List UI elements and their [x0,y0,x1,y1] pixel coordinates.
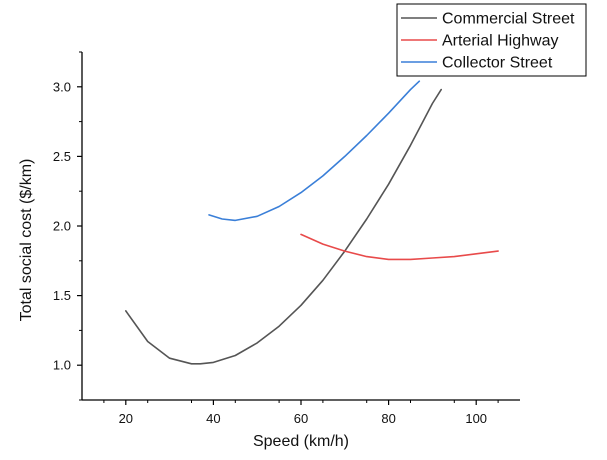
x-tick-label: 60 [294,411,308,426]
x-tick-label: 100 [465,411,487,426]
y-tick-label: 1.5 [53,288,71,303]
series-line-collector-street [208,80,421,222]
x-axis-title: Speed (km/h) [253,433,349,450]
series-layer [125,80,499,365]
legend-label-commercial-street: Commercial Street [442,11,575,28]
x-tick-label: 20 [119,411,133,426]
series-line-arterial-highway [300,233,499,261]
y-tick-label: 2.0 [53,219,71,234]
legend-label-collector-street: Collector Street [442,55,553,72]
x-tick-label: 80 [381,411,395,426]
y-axis-title: Total social cost ($/km) [18,159,35,322]
series-line-commercial-street [125,88,442,365]
x-tick-label: 40 [206,411,220,426]
y-tick-label: 1.0 [53,358,71,373]
y-tick-label: 3.0 [53,79,71,94]
y-tick-label: 2.5 [53,149,71,164]
legend-label-arterial-highway: Arterial Highway [442,33,558,50]
legend: Commercial Street Arterial Highway Collect… [396,3,587,77]
axes-layer: 20 40 60 80 100 1.0 1.5 2.0 2.5 3.0 [53,51,520,426]
